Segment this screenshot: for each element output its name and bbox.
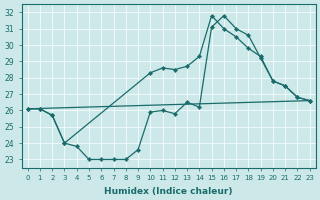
X-axis label: Humidex (Indice chaleur): Humidex (Indice chaleur) bbox=[104, 187, 233, 196]
